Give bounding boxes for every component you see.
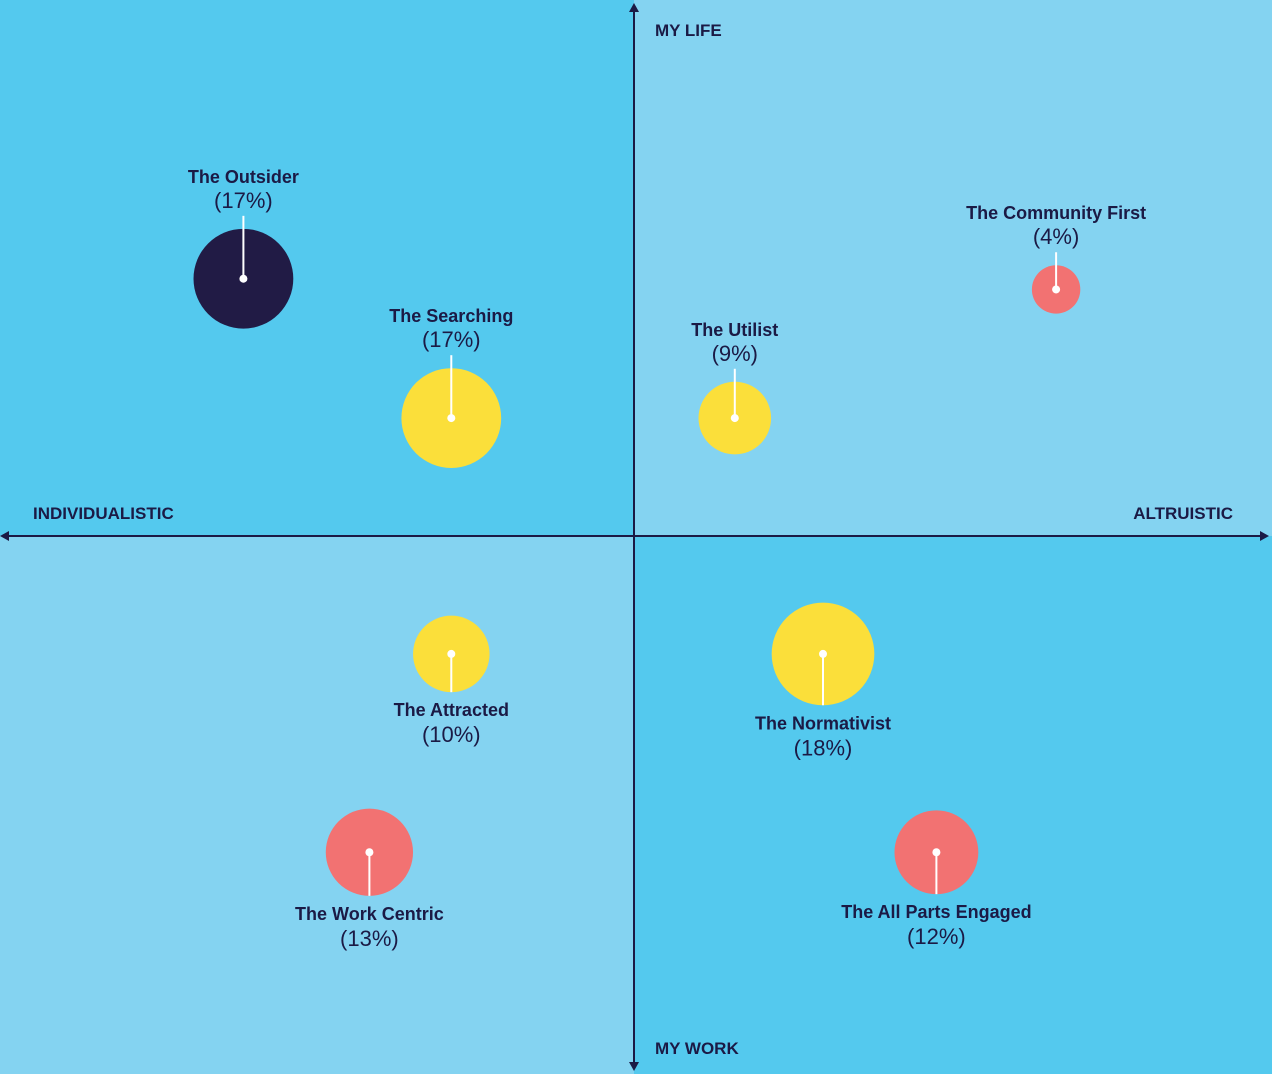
bubble-label: The Outsider xyxy=(188,167,299,187)
bubble-center-dot xyxy=(1052,285,1061,294)
bubble-label: The Searching xyxy=(389,306,513,326)
quadrant-bottom-left xyxy=(0,536,634,1074)
bubble-percentage: (13%) xyxy=(340,926,399,951)
bubble-percentage: (12%) xyxy=(907,924,966,949)
bubble-center-dot xyxy=(239,274,248,283)
bubble-label: The Attracted xyxy=(394,700,509,720)
bubble-center-dot xyxy=(365,848,374,857)
bubble-percentage: (17%) xyxy=(214,188,273,213)
bubble-percentage: (18%) xyxy=(794,735,853,760)
bubble-center-dot xyxy=(819,649,827,658)
bubble-center-dot xyxy=(447,649,456,658)
bubble-label: The Community First xyxy=(966,203,1146,223)
arrow-up-icon xyxy=(629,3,639,12)
bubble-label: The Work Centric xyxy=(295,904,444,924)
arrow-left-icon xyxy=(0,531,9,541)
bubble-label: The Normativist xyxy=(755,713,891,733)
quadrant-top-right xyxy=(634,0,1272,536)
bubble-percentage: (4%) xyxy=(1033,224,1079,249)
bubble-label: The Utilist xyxy=(691,320,778,340)
bubble-center-dot xyxy=(447,414,456,423)
arrow-down-icon xyxy=(629,1062,639,1071)
axis-label-top: MY LIFE xyxy=(655,21,722,40)
bubble-percentage: (10%) xyxy=(422,722,481,747)
bubble-label: The All Parts Engaged xyxy=(841,902,1031,922)
axis-label-bottom: MY WORK xyxy=(655,1039,739,1058)
axis-label-right: ALTRUISTIC xyxy=(1133,504,1233,523)
quadrant-top-left xyxy=(0,0,634,536)
quadrant-bottom-right xyxy=(634,536,1272,1074)
bubble-percentage: (17%) xyxy=(422,327,481,352)
axis-label-left: INDIVIDUALISTIC xyxy=(33,504,174,523)
bubble-center-dot xyxy=(730,414,739,423)
bubble-percentage: (9%) xyxy=(712,341,758,366)
bubble-group: The Outsider(17%)The Searching(17%) The U… xyxy=(188,167,1146,951)
arrow-right-icon xyxy=(1260,531,1269,541)
bubble-center-dot xyxy=(932,848,941,857)
